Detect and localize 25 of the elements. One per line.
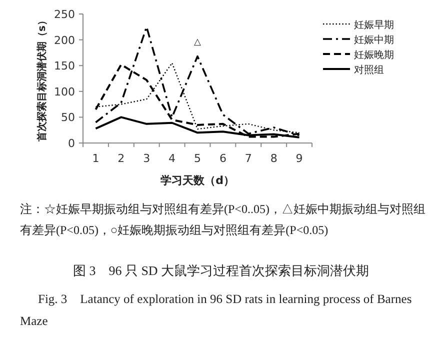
x-axis-title: 学习天数（d） xyxy=(160,174,234,187)
y-tick-label: 250 xyxy=(54,8,75,21)
x-tick-label: 3 xyxy=(143,152,150,165)
y-tick-label: 50 xyxy=(61,111,75,124)
x-tick-label: 6 xyxy=(219,152,226,165)
legend-label: 妊娠早期 xyxy=(354,19,394,31)
text: 注：☆妊娠早期振动组与对照组有差异(P<0..05)，△妊娠中期振动组与对照组有差异(P<0.05)，○妊娠晚期振动组与对照组有差异(P<0.05) xyxy=(20,201,426,239)
x-tick-label: 5 xyxy=(194,152,201,165)
legend-label: 妊娠中期 xyxy=(354,34,394,46)
x-tick-label: 9 xyxy=(296,152,303,165)
x-tick-label: 8 xyxy=(270,152,278,165)
legend-label: 妊娠晚期 xyxy=(354,49,394,61)
y-tick-label: 150 xyxy=(54,60,75,73)
y-tick-label: 200 xyxy=(54,34,75,47)
x-tick-label: 1 xyxy=(92,152,100,165)
y-tick-label: 0 xyxy=(68,137,75,150)
text: Fig. 3 Latancy of exploration in 96 SD rats in learning process of Barnes Maze xyxy=(20,291,413,330)
x-tick-label: 4 xyxy=(168,152,176,165)
y-tick-label: 100 xyxy=(54,85,75,98)
annotation: △ xyxy=(194,37,202,48)
x-tick-label: 2 xyxy=(118,152,125,165)
x-tick-label: 7 xyxy=(244,152,252,165)
y-axis-title: 首次探索目标洞潜伏期（s） xyxy=(36,16,48,142)
text: 图 3 96 只 SD 大鼠学习过程首次探索目标洞潜伏期 xyxy=(72,262,370,280)
legend-label: 对照组 xyxy=(354,64,384,76)
